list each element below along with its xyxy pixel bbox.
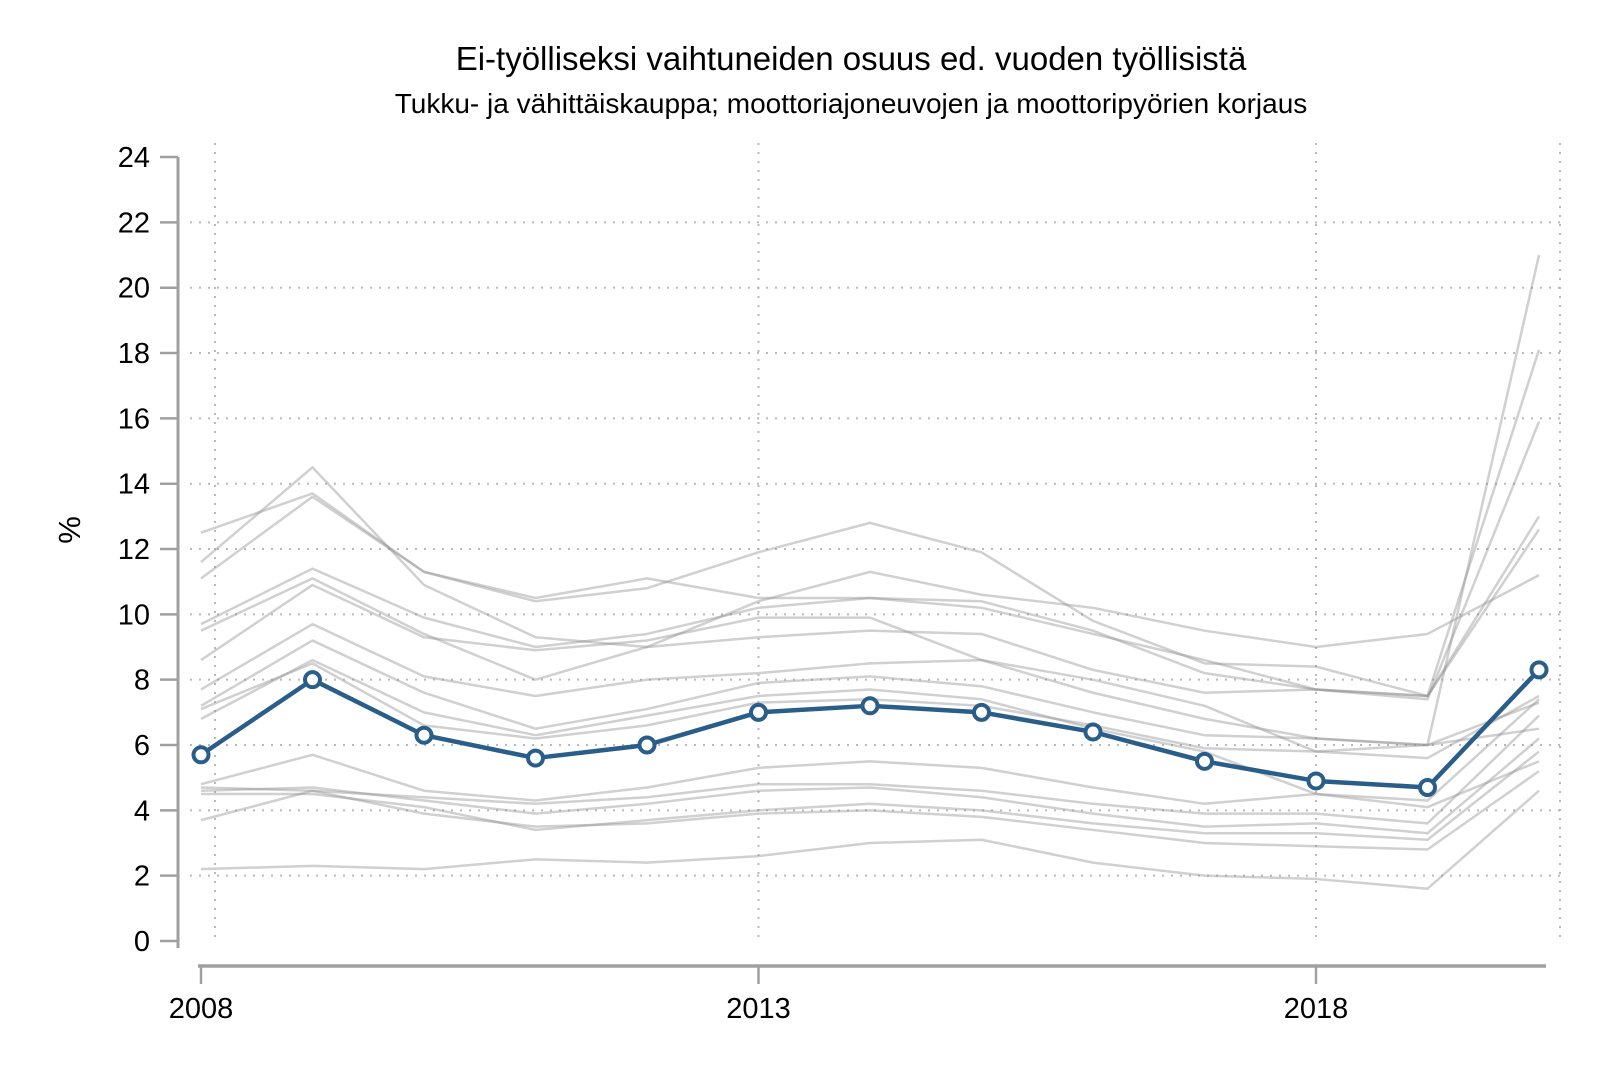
y-tick-label: 0 xyxy=(134,926,150,958)
data-point-marker xyxy=(860,696,880,716)
y-tick-label: 22 xyxy=(118,207,150,239)
x-tick-label: 2013 xyxy=(726,993,791,1025)
data-point-marker xyxy=(191,745,211,765)
background-series-line xyxy=(200,737,1540,835)
y-tick-label: 16 xyxy=(118,403,150,435)
data-point-marker xyxy=(303,670,322,690)
x-tick-label: 2008 xyxy=(169,993,234,1025)
background-series-line xyxy=(200,639,1540,747)
y-tick-label: 10 xyxy=(118,599,150,631)
background-series-line xyxy=(200,254,1541,747)
data-point-marker xyxy=(1418,777,1437,797)
y-tick-label: 12 xyxy=(118,534,150,566)
data-point-marker xyxy=(972,702,991,722)
background-series-line xyxy=(200,658,1540,802)
background-series-line xyxy=(200,492,1541,698)
background-series-line xyxy=(200,753,1540,809)
data-point-marker xyxy=(1306,771,1326,791)
data-point-marker xyxy=(749,702,768,722)
data-point-marker xyxy=(526,748,545,768)
background-series-line xyxy=(200,770,1540,851)
chart-title: Ei-työlliseksi vaihtuneiden osuus ed. vu… xyxy=(455,40,1247,77)
y-tick-label: 2 xyxy=(134,861,150,893)
y-tick-label: 6 xyxy=(134,730,150,762)
y-tick-label: 20 xyxy=(118,273,150,305)
background-series-line xyxy=(200,495,1541,698)
y-tick-label: 4 xyxy=(134,795,150,827)
data-point-marker xyxy=(637,735,657,755)
background-series-line xyxy=(200,349,1541,698)
data-point-marker xyxy=(1529,660,1549,680)
x-tick-label: 2018 xyxy=(1284,993,1349,1025)
y-tick-label: 8 xyxy=(134,665,150,697)
background-series-line xyxy=(200,622,1540,753)
background-series-line xyxy=(200,466,1540,649)
background-series-line xyxy=(201,750,1540,841)
data-point-marker xyxy=(414,725,434,745)
chart-subtitle: Tukku- ja vähittäiskauppa; moottoriajone… xyxy=(394,88,1308,119)
background-series-line xyxy=(200,421,1541,701)
data-point-marker xyxy=(1195,751,1214,771)
y-tick-label: 14 xyxy=(118,469,150,501)
highlighted-series-line xyxy=(199,668,1541,790)
background-series-line xyxy=(200,714,1540,825)
y-tick-label: 18 xyxy=(118,338,150,370)
y-tick-label: 24 xyxy=(118,142,150,174)
background-series-line xyxy=(200,789,1540,890)
data-point-marker xyxy=(1083,722,1103,742)
